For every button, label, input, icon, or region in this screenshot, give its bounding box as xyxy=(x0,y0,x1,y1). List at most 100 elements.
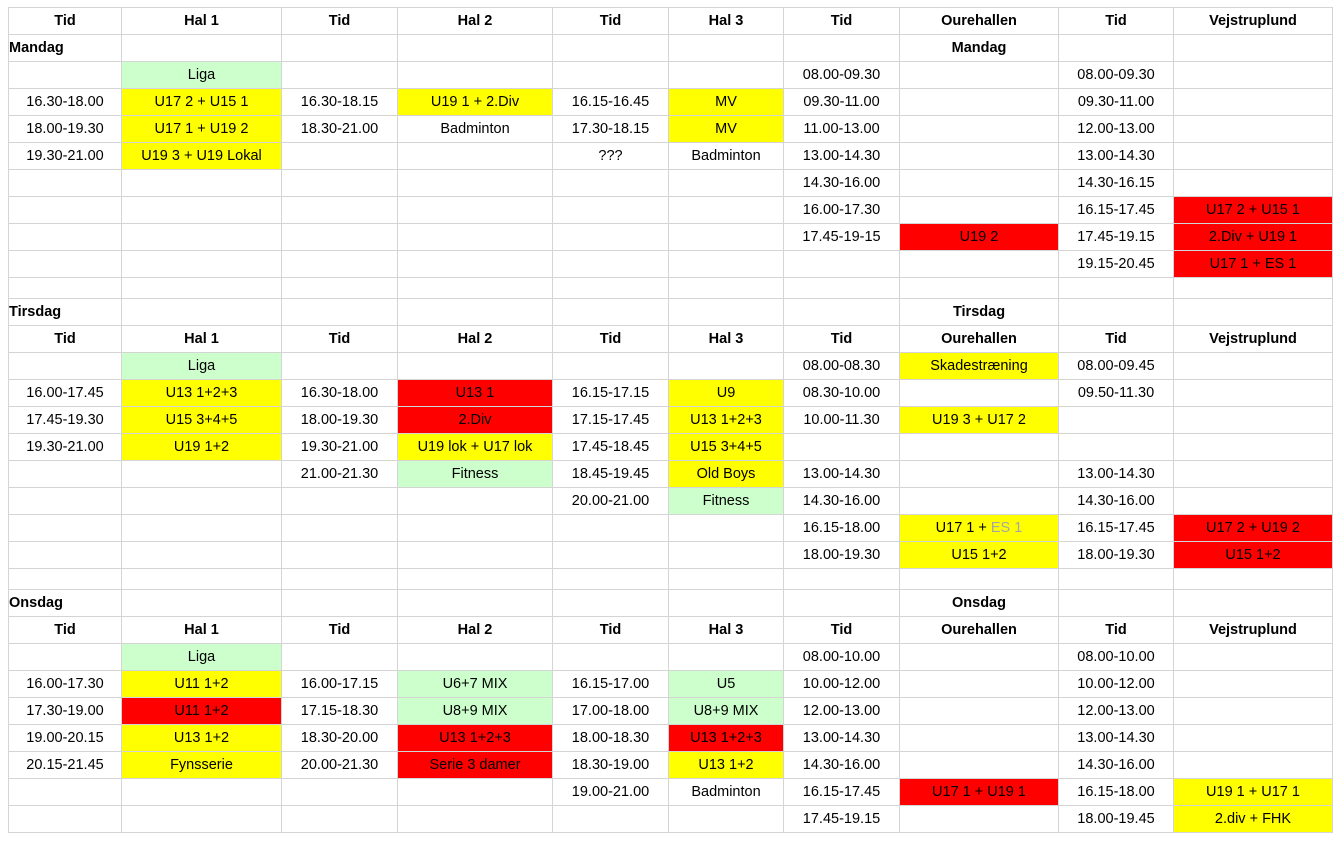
cell-ourehallen[interactable]: U19 3 + U17 2 xyxy=(899,406,1059,434)
cell-vejstruplund[interactable]: Vejstruplund xyxy=(1173,7,1333,35)
cell-time-vejstruplund[interactable]: Tid xyxy=(1058,616,1174,644)
cell-time-ourehallen[interactable]: 13.00-14.30 xyxy=(783,724,900,752)
cell-hal-3[interactable] xyxy=(668,352,784,380)
cell-hal-3[interactable]: U5 xyxy=(668,670,784,698)
cell-time-ourehallen[interactable] xyxy=(783,568,900,590)
cell-hal-1[interactable] xyxy=(121,277,282,299)
cell-time-vejstruplund[interactable] xyxy=(1058,34,1174,62)
cell-hal-1[interactable]: U13 1+2+3 xyxy=(121,379,282,407)
cell-time-vejstruplund[interactable]: 16.15-17.45 xyxy=(1058,514,1174,542)
cell-vejstruplund[interactable] xyxy=(1173,277,1333,299)
cell-ourehallen[interactable] xyxy=(899,568,1059,590)
cell-ourehallen[interactable]: Mandag xyxy=(899,34,1059,62)
cell-time-hal-2[interactable]: Tid xyxy=(281,325,398,353)
cell-time-hal-1[interactable]: 16.00-17.45 xyxy=(8,379,122,407)
cell-hal-2[interactable] xyxy=(397,541,553,569)
cell-ourehallen[interactable] xyxy=(899,805,1059,833)
cell-hal-3[interactable] xyxy=(668,34,784,62)
cell-hal-1[interactable]: U15 3+4+5 xyxy=(121,406,282,434)
cell-time-hal-2[interactable] xyxy=(281,196,398,224)
cell-time-hal-2[interactable] xyxy=(281,250,398,278)
cell-vejstruplund[interactable]: 2.div + FHK xyxy=(1173,805,1333,833)
cell-ourehallen[interactable]: U19 2 xyxy=(899,223,1059,251)
cell-time-vejstruplund[interactable]: 17.45-19.15 xyxy=(1058,223,1174,251)
cell-vejstruplund[interactable] xyxy=(1173,298,1333,326)
cell-hal-2[interactable] xyxy=(397,34,553,62)
cell-vejstruplund[interactable] xyxy=(1173,34,1333,62)
cell-time-vejstruplund[interactable]: 13.00-14.30 xyxy=(1058,460,1174,488)
cell-time-vejstruplund[interactable]: 18.00-19.30 xyxy=(1058,541,1174,569)
cell-hal-2[interactable]: 2.Div xyxy=(397,406,553,434)
cell-hal-2[interactable]: Hal 2 xyxy=(397,325,553,353)
cell-hal-1[interactable]: U19 3 + U19 Lokal xyxy=(121,142,282,170)
cell-vejstruplund[interactable]: U19 1 + U17 1 xyxy=(1173,778,1333,806)
cell-time-hal-1[interactable]: Tid xyxy=(8,325,122,353)
cell-hal-3[interactable] xyxy=(668,169,784,197)
cell-vejstruplund[interactable] xyxy=(1173,115,1333,143)
cell-ourehallen[interactable] xyxy=(899,88,1059,116)
cell-ourehallen[interactable]: Skadestræning xyxy=(899,352,1059,380)
cell-hal-2[interactable]: U6+7 MIX xyxy=(397,670,553,698)
cell-time-hal-3[interactable] xyxy=(552,643,669,671)
cell-time-hal-2[interactable] xyxy=(281,298,398,326)
cell-time-hal-3[interactable]: 20.00-21.00 xyxy=(552,487,669,515)
cell-time-hal-2[interactable] xyxy=(281,643,398,671)
cell-time-hal-1[interactable]: 18.00-19.30 xyxy=(8,115,122,143)
cell-ourehallen[interactable] xyxy=(899,250,1059,278)
cell-time-ourehallen[interactable]: 08.30-10.00 xyxy=(783,379,900,407)
cell-hal-3[interactable]: U15 3+4+5 xyxy=(668,433,784,461)
cell-hal-2[interactable] xyxy=(397,61,553,89)
cell-hal-3[interactable]: U13 1+2+3 xyxy=(668,406,784,434)
cell-hal-2[interactable] xyxy=(397,805,553,833)
cell-vejstruplund[interactable] xyxy=(1173,88,1333,116)
cell-ourehallen[interactable]: Tirsdag xyxy=(899,298,1059,326)
cell-time-hal-2[interactable]: 19.30-21.00 xyxy=(281,433,398,461)
cell-time-hal-1[interactable]: Mandag xyxy=(8,34,122,62)
cell-hal-2[interactable] xyxy=(397,778,553,806)
cell-vejstruplund[interactable]: 2.Div + U19 1 xyxy=(1173,223,1333,251)
cell-vejstruplund[interactable] xyxy=(1173,670,1333,698)
cell-time-hal-2[interactable]: 16.30-18.15 xyxy=(281,88,398,116)
cell-time-ourehallen[interactable]: 16.00-17.30 xyxy=(783,196,900,224)
cell-hal-1[interactable]: U11 1+2 xyxy=(121,697,282,725)
cell-time-hal-1[interactable]: Tid xyxy=(8,616,122,644)
cell-time-hal-3[interactable] xyxy=(552,589,669,617)
cell-hal-2[interactable] xyxy=(397,514,553,542)
cell-time-hal-1[interactable] xyxy=(8,568,122,590)
cell-hal-3[interactable]: Fitness xyxy=(668,487,784,515)
cell-time-ourehallen[interactable]: 10.00-11.30 xyxy=(783,406,900,434)
cell-ourehallen[interactable]: Ourehallen xyxy=(899,325,1059,353)
cell-hal-2[interactable]: U13 1 xyxy=(397,379,553,407)
cell-vejstruplund[interactable]: U17 2 + U15 1 xyxy=(1173,196,1333,224)
cell-time-hal-3[interactable]: Tid xyxy=(552,616,669,644)
cell-time-hal-1[interactable] xyxy=(8,487,122,515)
cell-time-hal-1[interactable]: Onsdag xyxy=(8,589,122,617)
cell-time-hal-1[interactable]: 19.30-21.00 xyxy=(8,433,122,461)
cell-time-vejstruplund[interactable]: 12.00-13.00 xyxy=(1058,115,1174,143)
cell-time-hal-2[interactable]: Tid xyxy=(281,7,398,35)
cell-hal-2[interactable]: Fitness xyxy=(397,460,553,488)
cell-time-hal-1[interactable]: 19.00-20.15 xyxy=(8,724,122,752)
cell-time-vejstruplund[interactable]: 14.30-16.15 xyxy=(1058,169,1174,197)
cell-hal-1[interactable] xyxy=(121,196,282,224)
cell-time-hal-3[interactable] xyxy=(552,541,669,569)
cell-time-vejstruplund[interactable] xyxy=(1058,298,1174,326)
cell-time-hal-1[interactable] xyxy=(8,643,122,671)
cell-time-ourehallen[interactable]: Tid xyxy=(783,616,900,644)
cell-time-ourehallen[interactable] xyxy=(783,277,900,299)
cell-vejstruplund[interactable] xyxy=(1173,169,1333,197)
cell-ourehallen[interactable] xyxy=(899,697,1059,725)
cell-time-vejstruplund[interactable] xyxy=(1058,589,1174,617)
cell-time-hal-1[interactable]: Tirsdag xyxy=(8,298,122,326)
cell-time-hal-2[interactable] xyxy=(281,169,398,197)
cell-time-ourehallen[interactable]: 09.30-11.00 xyxy=(783,88,900,116)
cell-vejstruplund[interactable]: Vejstruplund xyxy=(1173,325,1333,353)
cell-hal-3[interactable] xyxy=(668,196,784,224)
cell-time-hal-1[interactable] xyxy=(8,514,122,542)
cell-hal-3[interactable] xyxy=(668,250,784,278)
cell-hal-3[interactable] xyxy=(668,298,784,326)
cell-time-vejstruplund[interactable]: Tid xyxy=(1058,7,1174,35)
cell-time-ourehallen[interactable]: 16.15-18.00 xyxy=(783,514,900,542)
cell-time-hal-2[interactable]: Tid xyxy=(281,616,398,644)
cell-time-hal-2[interactable]: 21.00-21.30 xyxy=(281,460,398,488)
